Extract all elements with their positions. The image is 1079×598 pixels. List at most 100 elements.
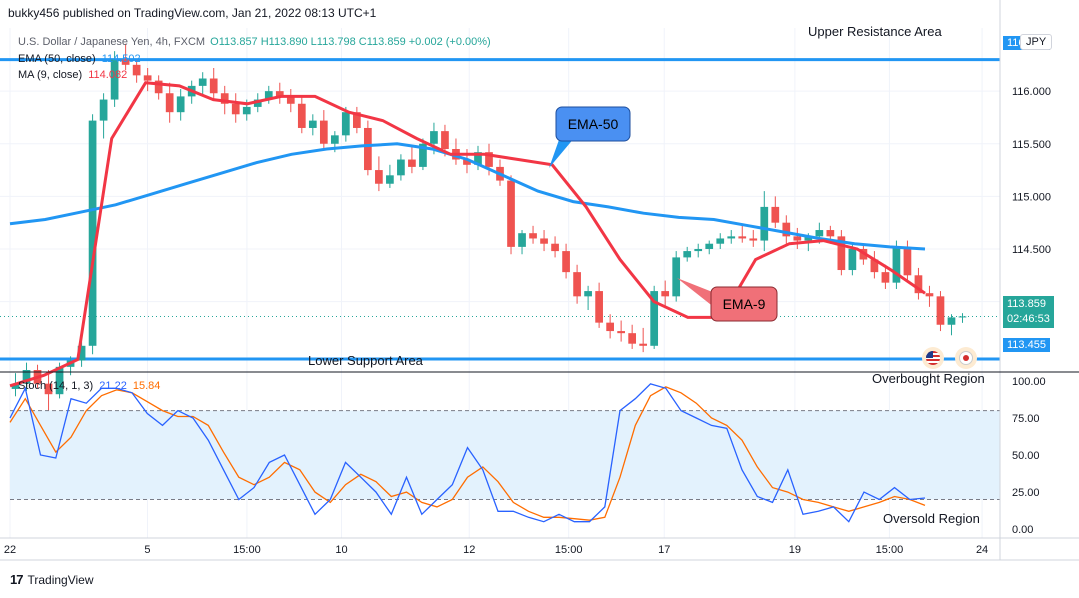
ema-legend[interactable]: EMA (50, close) 114.502 [18,53,141,65]
price-tick-label: 114.500 [1012,244,1051,256]
candle-body [551,243,559,252]
candle-body [110,59,119,100]
candle-body [308,120,317,128]
stoch-legend-label: Stoch (14, 1, 3) [18,380,94,392]
time-tick-label: 24 [976,544,988,556]
price-tick-label: 115.500 [1012,139,1051,151]
stoch-band [10,410,1000,500]
japan-flag-event-icon[interactable] [955,347,977,369]
candle-body [628,333,637,344]
footer-brand[interactable]: 17 TradingView [10,572,94,587]
price-tick-label: 116.000 [1012,86,1051,98]
candle-body [562,251,570,273]
candle-body [672,257,681,297]
candle-body [617,331,625,334]
candle-body [474,152,482,165]
ma-legend-value: 114.082 [88,69,128,81]
candle-body [892,246,901,283]
candle-body [253,99,262,107]
candle-body [881,272,890,283]
candle-body [804,236,813,241]
candle-body [242,106,251,115]
time-tick-label: 22 [4,544,16,556]
ema9-callout-box [710,286,778,322]
candle-body [11,383,20,389]
support-price-badge: 113.455 [1003,338,1050,352]
candle-body [848,248,857,271]
stoch-legend[interactable]: Stoch (14, 1, 3) 21.22 15.84 [18,380,160,392]
ema9-callout-label: EMA-9 [723,296,766,312]
ema-legend-value: 114.502 [101,53,141,65]
candle-body [540,238,548,244]
candle-body [430,131,438,144]
candle-body [485,152,493,167]
candle-body [958,316,967,318]
publish-line: bukky456 published on TradingView.com, J… [8,6,377,20]
candle-body [771,206,780,223]
candle-body [220,93,229,104]
ema9-callout-pointer [677,278,715,308]
bar-countdown: 02:46:53 [1007,313,1050,325]
candle-body [286,96,295,104]
oversold-label: Oversold Region [883,511,980,526]
candle-body [749,238,758,241]
candle-body [22,370,31,384]
candle-body [661,291,670,297]
flag-icon [926,351,940,365]
upper-resistance-label: Upper Resistance Area [808,24,942,39]
candle-body [936,296,945,325]
ohlc-values: O113.857 H113.890 L113.798 C113.859 +0.0… [210,36,491,48]
current-price-badge: 113.859 02:46:53 [1003,296,1054,328]
candle-body [419,143,427,167]
candle-body [44,383,53,395]
candle-body [353,112,361,128]
ema50-line [9,142,926,251]
candle-body [639,343,648,346]
price-tick-label: 115.000 [1012,191,1051,203]
candle-body [463,159,471,165]
tradingview-logo-icon: 17 [10,572,24,587]
currency-badge[interactable]: JPY [1020,34,1053,50]
time-tick-label: 10 [335,544,347,556]
candle-body [518,233,526,247]
candle-body [408,159,416,167]
ema50-callout-label: EMA-50 [568,116,619,132]
footer-brand-label: TradingView [27,572,94,587]
candle-body [694,248,703,252]
candle-body [837,236,846,271]
stoch-k-line [9,383,926,523]
candle-body [760,206,769,241]
time-tick-label: 19 [789,544,801,556]
ma-legend-label: MA (9, close) [18,69,83,81]
time-tick-label: 17 [658,544,670,556]
stoch-tick-label: 25.00 [1012,487,1040,499]
candle-body [925,293,934,297]
candle-body [584,291,592,297]
candle-body [319,120,328,144]
candle-body [209,78,218,94]
us-flag-event-icon[interactable] [922,347,944,369]
candle-body [88,120,97,346]
overbought-label: Overbought Region [872,371,985,386]
candle-body [650,291,659,346]
candle-body [903,246,912,276]
stoch-d-line [9,386,926,521]
ma-legend[interactable]: MA (9, close) 114.082 [18,69,127,81]
candle-body [507,180,515,247]
candle-body [793,236,802,241]
ema-legend-label: EMA (50, close) [18,53,96,65]
candle-body [595,291,603,323]
candle-body [132,64,141,76]
ema50-callout-pointer [549,137,575,168]
stoch-k-value: 21.22 [99,380,127,392]
ema9-line [9,81,926,388]
candle-body [176,96,185,113]
candle-body [529,233,537,239]
candle-body [264,91,273,100]
candle-body [397,159,405,176]
candle-body [716,238,725,244]
ohlc-legend: U.S. Dollar / Japanese Yen, 4h, FXCM O11… [18,36,491,48]
candle-body [727,236,736,239]
candle-body [165,93,174,113]
